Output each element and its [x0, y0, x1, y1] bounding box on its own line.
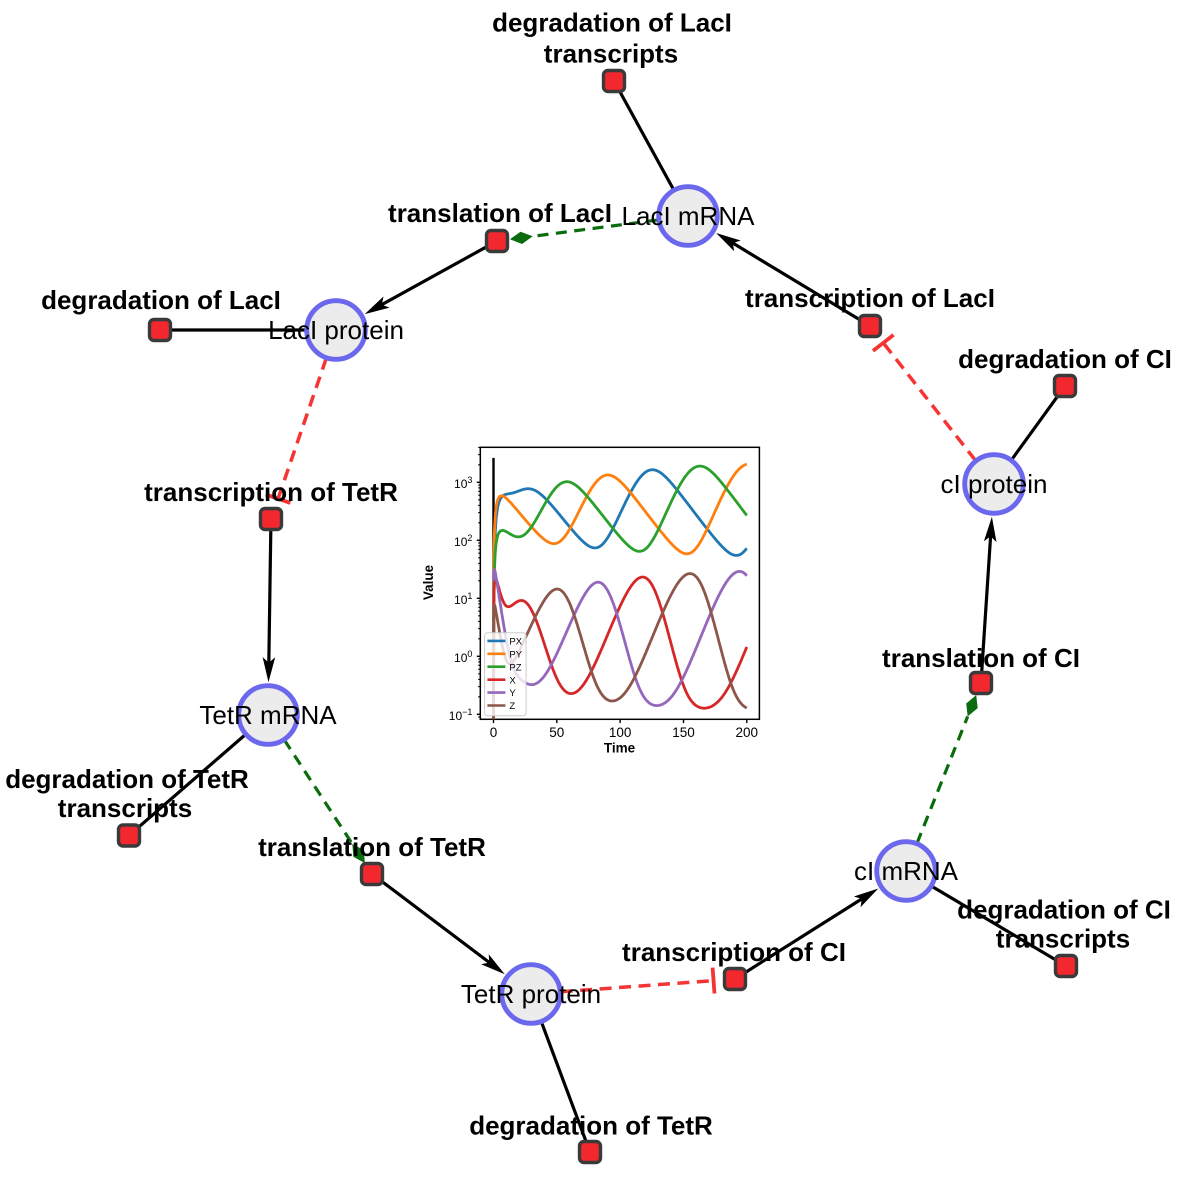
svg-text:cI protein: cI protein — [941, 469, 1048, 499]
svg-text:degradation of TetR: degradation of TetR — [5, 764, 249, 794]
svg-text:degradation of CI: degradation of CI — [957, 895, 1171, 925]
svg-text:LacI mRNA: LacI mRNA — [622, 201, 756, 231]
svg-text:cI mRNA: cI mRNA — [854, 856, 959, 886]
svg-text:150: 150 — [672, 725, 695, 740]
svg-text:Y: Y — [509, 688, 516, 699]
svg-text:TetR mRNA: TetR mRNA — [199, 700, 337, 730]
svg-text:transcription of LacI: transcription of LacI — [745, 283, 995, 313]
svg-text:Z: Z — [509, 701, 515, 712]
svg-text:50: 50 — [549, 725, 564, 740]
svg-text:0: 0 — [490, 725, 498, 740]
svg-text:transcription of CI: transcription of CI — [622, 937, 846, 967]
svg-text:transcripts: transcripts — [544, 39, 678, 69]
svg-text:Time: Time — [604, 740, 636, 755]
svg-text:translation of TetR: translation of TetR — [258, 832, 486, 862]
svg-text:degradation of CI: degradation of CI — [958, 344, 1172, 374]
svg-text:degradation of LacI: degradation of LacI — [41, 285, 281, 315]
svg-text:translation of CI: translation of CI — [882, 643, 1080, 673]
svg-text:transcripts: transcripts — [996, 924, 1130, 954]
svg-text:PY: PY — [509, 649, 522, 660]
svg-text:Value: Value — [421, 564, 436, 600]
svg-text:PX: PX — [509, 637, 522, 648]
svg-text:degradation of TetR: degradation of TetR — [469, 1111, 713, 1141]
svg-text:PZ: PZ — [509, 662, 521, 673]
svg-text:degradation of LacI: degradation of LacI — [492, 8, 732, 38]
svg-text:TetR protein: TetR protein — [461, 979, 601, 1009]
svg-text:200: 200 — [736, 725, 759, 740]
svg-text:LacI protein: LacI protein — [268, 315, 404, 345]
svg-text:transcription of TetR: transcription of TetR — [144, 477, 398, 507]
svg-text:X: X — [509, 675, 516, 686]
svg-text:100: 100 — [609, 725, 632, 740]
svg-text:transcripts: transcripts — [58, 793, 192, 823]
svg-text:translation of LacI: translation of LacI — [388, 198, 612, 228]
